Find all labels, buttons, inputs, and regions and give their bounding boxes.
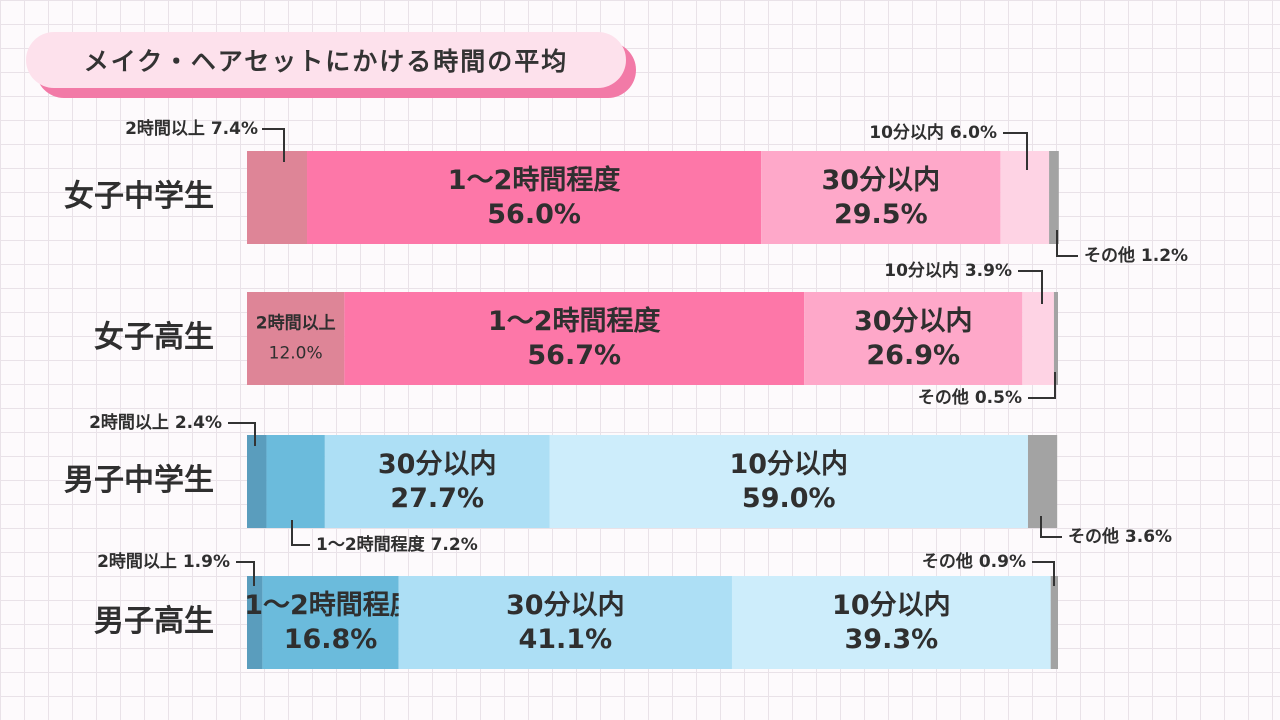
segment-label: 30分以内 [854, 306, 973, 337]
bar-segment [398, 576, 732, 669]
callout-label: その他 3.6% [1068, 526, 1172, 547]
segment-value: 56.0% [487, 199, 581, 230]
bar-segment [307, 151, 762, 244]
callout-leader [1040, 516, 1062, 538]
callout-leader [262, 128, 285, 162]
title-text: メイク・ヘアセットにかける時間の平均 [83, 47, 569, 76]
segment-label: 10分以内 [832, 590, 951, 621]
bar-segment [247, 435, 267, 528]
bar-segment [247, 292, 345, 385]
callout-label: 2時間以上 7.4% [125, 118, 258, 139]
callout-label: 2時間以上 2.4% [89, 412, 222, 433]
segment-label: 2時間以上 [256, 313, 336, 334]
bar-segment [1050, 576, 1058, 669]
bar-segment [324, 435, 550, 528]
bar-segment [247, 151, 308, 244]
bar-segment [344, 292, 805, 385]
callout-leader [1028, 372, 1056, 399]
segment-value: 29.5% [834, 199, 928, 230]
callout-leader [1003, 132, 1028, 170]
callout-leader [1032, 561, 1055, 586]
callout-leader [228, 422, 256, 446]
bar-segment [266, 435, 325, 528]
callout-label: 10分以内 6.0% [869, 122, 997, 143]
category-label: 男子中学生 [64, 463, 214, 498]
bar-segment [731, 576, 1051, 669]
category-label: 女子中学生 [64, 179, 214, 214]
segment-value: 26.9% [866, 340, 960, 371]
segment-value: 56.7% [527, 340, 621, 371]
title-pill: メイク・ヘアセットにかける時間の平均 [26, 32, 626, 88]
segment-label: 1〜2時間程度 [448, 164, 621, 196]
chart-title: メイク・ヘアセットにかける時間の平均 [26, 32, 638, 100]
callout-label: 2時間以上 1.9% [97, 551, 230, 572]
segment-value: 12.0% [269, 344, 323, 364]
bar-segment [1027, 435, 1058, 528]
bar-segment [549, 435, 1028, 528]
segment-label: 10分以内 [729, 449, 848, 480]
bar-segment [1022, 292, 1054, 385]
segment-label: 30分以内 [506, 590, 625, 621]
callout-leader [236, 561, 255, 586]
segment-value: 27.7% [390, 483, 484, 514]
bar-segment [262, 576, 399, 669]
segment-label: 1〜2時間程度 [244, 589, 417, 621]
callout-leader [1056, 230, 1078, 257]
callout-label: その他 0.5% [918, 387, 1022, 408]
callout-leader [1018, 270, 1043, 304]
segment-label: 1〜2時間程度 [488, 305, 661, 337]
category-label: 男子高生 [94, 604, 214, 639]
segment-value: 39.3% [845, 624, 939, 655]
bar-segment [1053, 292, 1058, 385]
callout-label: その他 1.2% [1084, 245, 1188, 266]
bar-segment [247, 576, 263, 669]
callout-label: 1〜2時間程度 7.2% [316, 534, 478, 555]
segment-label: 30分以内 [822, 165, 941, 196]
callout-label: 10分以内 3.9% [884, 260, 1012, 281]
callout-label: その他 0.9% [922, 551, 1026, 572]
segment-value: 59.0% [742, 483, 836, 514]
segment-value: 41.1% [518, 624, 612, 655]
bar-segment [1000, 151, 1050, 244]
segment-value: 16.8% [284, 624, 378, 655]
callout-leader [291, 520, 310, 546]
segment-label: 30分以内 [378, 449, 497, 480]
bar-segment [804, 292, 1023, 385]
bar-segment [761, 151, 1001, 244]
bar-segment [1049, 151, 1059, 244]
category-label: 女子高生 [94, 320, 214, 355]
